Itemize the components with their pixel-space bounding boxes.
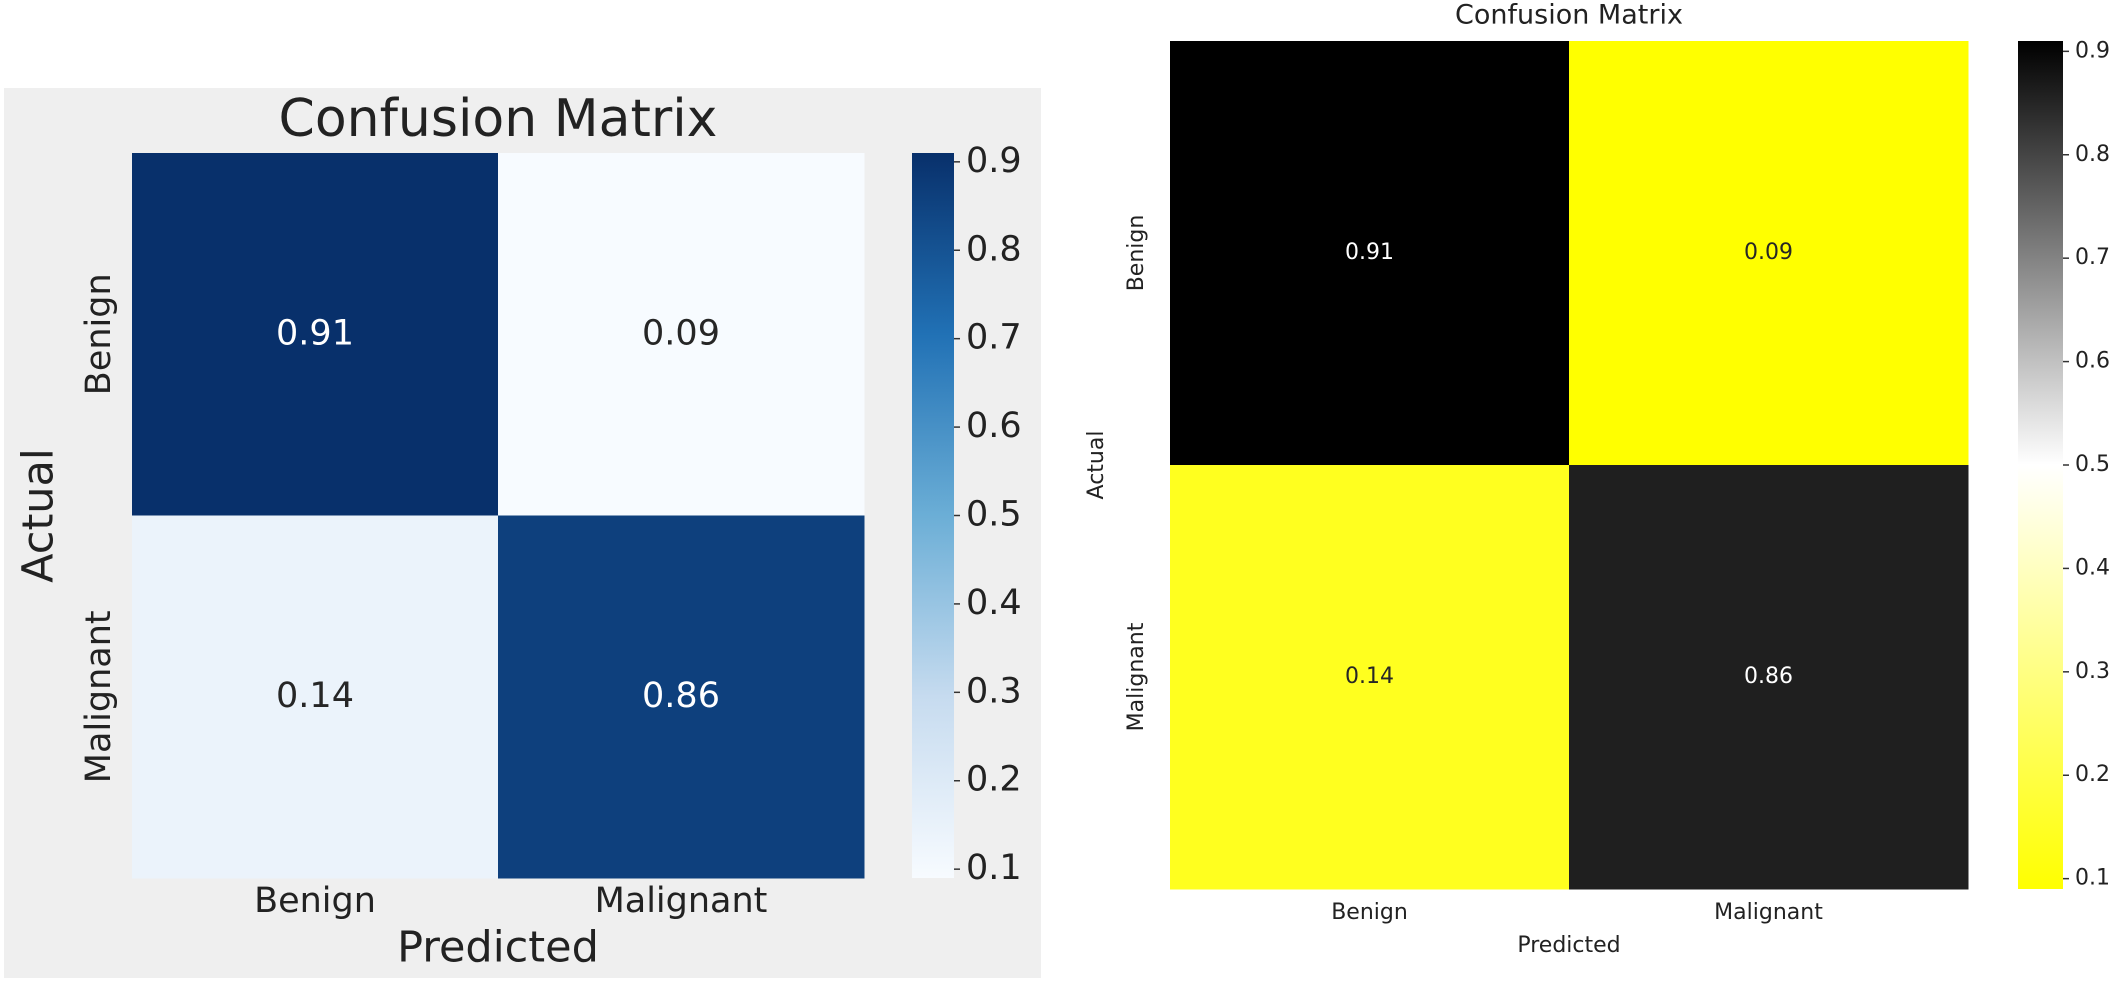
cell-label: 0.91 [1345, 240, 1394, 265]
colorbar-tick-label: 0.5 [2075, 452, 2110, 477]
heatmap-cell [132, 153, 499, 516]
x-tick-label: Malignant [595, 881, 768, 921]
colorbar-tick-label: 0.7 [966, 318, 1022, 358]
heatmap-cell [1170, 41, 1570, 466]
x-tick-label: Benign [1331, 900, 1408, 925]
colorbar-tick-label: 0.5 [966, 495, 1022, 535]
colorbar-tick-label: 0.3 [966, 671, 1022, 711]
heatmap-cell [1569, 41, 1969, 466]
cell-label: 0.91 [276, 313, 354, 353]
colorbar-tick-label: 0.7 [2075, 245, 2110, 270]
cell-label: 0.14 [276, 676, 354, 716]
cell-label: 0.14 [1345, 664, 1394, 689]
colorbar-tick-label: 0.2 [966, 760, 1022, 800]
y-tick-label: Benign [79, 273, 119, 395]
x-axis-label: Predicted [397, 923, 599, 973]
colorbar-tick-label: 0.1 [966, 848, 1022, 888]
y-axis-label: Actual [1084, 431, 1109, 500]
colorbar [2018, 41, 2063, 889]
x-axis-label: Predicted [1517, 933, 1620, 958]
y-tick-label: Malignant [79, 610, 119, 783]
y-axis-label: Actual [14, 448, 64, 583]
colorbar-tick-label: 0.9 [2075, 38, 2110, 63]
y-tick-label: Benign [1124, 215, 1149, 292]
chart-title: Confusion Matrix [279, 89, 718, 149]
heatmap-cell [1170, 465, 1570, 890]
x-tick-label: Benign [254, 881, 376, 921]
heatmap-cell [132, 515, 499, 879]
colorbar-tick-label: 0.6 [2075, 349, 2110, 374]
colorbar-tick-label: 0.4 [2075, 555, 2110, 580]
heatmap-cell [498, 153, 865, 516]
colorbar-tick-label: 0.1 [2075, 866, 2110, 891]
heatmap-cell [1569, 465, 1969, 890]
cell-label: 0.09 [1744, 240, 1793, 265]
cell-label: 0.86 [1744, 664, 1793, 689]
y-tick-label: Malignant [1124, 622, 1149, 731]
cell-label: 0.86 [642, 676, 720, 716]
x-tick-label: Malignant [1714, 900, 1823, 925]
colorbar-tick-label: 0.4 [966, 583, 1022, 623]
chart-title: Confusion Matrix [1455, 0, 1683, 31]
colorbar-tick-label: 0.8 [2075, 142, 2110, 167]
cell-label: 0.09 [642, 313, 720, 353]
colorbar-tick-label: 0.9 [966, 141, 1022, 181]
colorbar [912, 153, 954, 878]
colorbar-tick-label: 0.2 [2075, 762, 2110, 787]
colorbar-tick-label: 0.8 [966, 229, 1022, 269]
heatmap-cell [498, 515, 865, 879]
colorbar-tick-label: 0.3 [2075, 659, 2110, 684]
colorbar-tick-label: 0.6 [966, 406, 1022, 446]
